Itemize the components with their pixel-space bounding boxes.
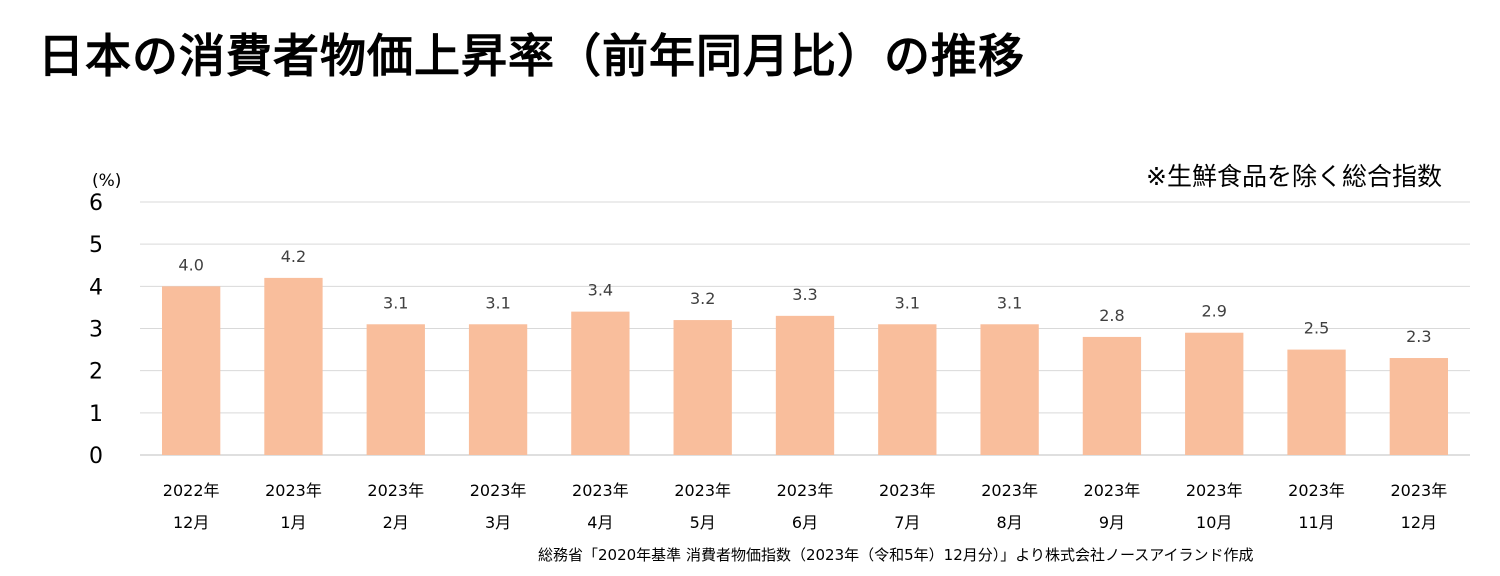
bar (1287, 349, 1346, 455)
x-tick-label-year: 2022年 (163, 481, 220, 500)
x-tick-label-month: 6月 (792, 513, 818, 532)
x-tick-label-year: 2023年 (1186, 481, 1243, 500)
bar (1389, 358, 1449, 455)
x-tick-label-month: 2月 (383, 513, 409, 532)
bar (571, 311, 630, 455)
y-tick-label: 2 (89, 360, 103, 385)
data-label: 2.8 (1099, 306, 1124, 325)
y-tick-label: 6 (89, 191, 103, 216)
bar (1082, 336, 1142, 455)
x-tick-label-year: 2023年 (1084, 481, 1141, 500)
x-tick-label-year: 2023年 (777, 481, 834, 500)
y-tick-label: 4 (89, 275, 103, 300)
bar (366, 324, 425, 455)
x-tick-label-year: 2023年 (879, 481, 936, 500)
x-tick-label-month: 3月 (485, 513, 511, 532)
y-unit-label: (%) (92, 171, 121, 191)
data-label: 2.5 (1304, 319, 1329, 338)
data-label: 3.1 (997, 293, 1022, 312)
x-axis: 2022年 12月 2023年 1月 2023年 2月 2023年 3月 2023年 4月 2023… (163, 481, 1447, 532)
bar (1185, 332, 1244, 455)
x-tick-label-month: 9月 (1099, 513, 1125, 532)
x-tick-label-month: 7月 (894, 513, 920, 532)
x-tick-label-month: 11月 (1298, 513, 1334, 532)
x-tick-label-year: 2023年 (265, 481, 322, 500)
y-tick-label: 3 (89, 318, 103, 343)
x-tick-label-year: 2023年 (1390, 481, 1447, 500)
data-label: 3.2 (690, 289, 715, 308)
x-tick-label-month: 12月 (173, 513, 209, 532)
x-tick-label-month: 12月 (1401, 513, 1437, 532)
data-label: 2.9 (1202, 302, 1227, 321)
y-tick-label: 5 (89, 233, 103, 258)
x-tick-label-year: 2023年 (470, 481, 527, 500)
data-label: 2.3 (1406, 327, 1431, 346)
x-tick-label-month: 8月 (997, 513, 1023, 532)
y-tick-label: 0 (89, 444, 103, 469)
data-label: 3.1 (485, 293, 510, 312)
y-axis: 0 1 2 3 4 5 6 (89, 191, 103, 469)
x-tick-label-year: 2023年 (572, 481, 629, 500)
x-tick-label-year: 2023年 (367, 481, 424, 500)
data-label: 3.1 (895, 293, 920, 312)
data-label: 4.0 (178, 255, 203, 274)
x-tick-label-month: 10月 (1196, 513, 1232, 532)
x-tick-label-year: 2023年 (981, 481, 1038, 500)
bar (878, 324, 937, 455)
x-tick-label-month: 4月 (587, 513, 613, 532)
bar (161, 286, 221, 455)
data-label: 3.4 (588, 281, 613, 300)
bars (161, 277, 1449, 455)
page-title: 日本の消費者物価上昇率（前年同月比）の推移 (38, 29, 1025, 83)
x-tick-label-year: 2023年 (674, 481, 731, 500)
x-tick-label-month: 5月 (690, 513, 716, 532)
chart-note: ※生鮮食品を除く総合指数 (1146, 162, 1442, 191)
bar (980, 324, 1039, 455)
x-tick-label-year: 2023年 (1288, 481, 1345, 500)
bar (775, 315, 835, 455)
bar (264, 277, 323, 455)
data-label: 3.3 (792, 285, 817, 304)
data-labels: 4.0 4.2 3.1 3.1 3.4 3.2 3.3 3.1 3.1 2.8 2.9 2.5 2.3 (178, 247, 1431, 346)
data-label: 4.2 (281, 247, 306, 266)
bar (468, 324, 528, 455)
y-tick-label: 1 (89, 402, 103, 427)
source-note: 総務省「2020年基準 消費者物価指数（2023年（令和5年）12月分）」より株… (538, 546, 1253, 564)
bar (673, 320, 732, 455)
data-label: 3.1 (383, 293, 408, 312)
x-tick-label-month: 1月 (280, 513, 306, 532)
